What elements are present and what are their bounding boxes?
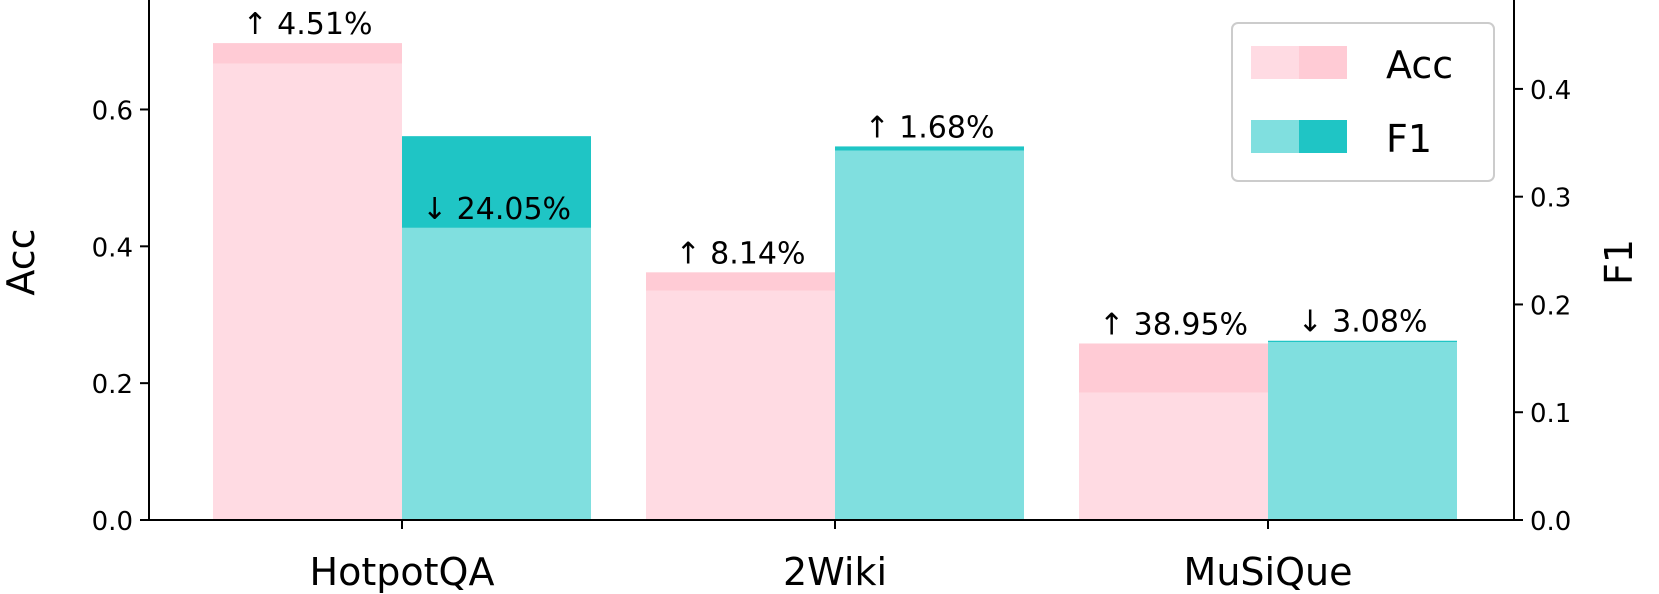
left-tick-label: 0.4	[92, 233, 133, 263]
x-tick-label-hotpotqa: HotpotQA	[310, 550, 495, 594]
bar-label-acc-hotpotqa: ↑ 4.51%	[243, 7, 373, 42]
bar-f1-musique-delta	[1268, 340, 1457, 343]
legend: Acc F1	[1231, 22, 1495, 182]
x-tick-label-musique: MuSiQue	[1184, 550, 1353, 594]
bar-label-acc-2wiki: ↑ 8.14%	[676, 236, 806, 271]
bar-f1-2wiki-base	[835, 150, 1024, 521]
left-tick-label: 0.2	[92, 370, 133, 400]
right-tick-label: 0.4	[1530, 76, 1571, 106]
bar-labels-group: ↑ 4.51% ↓ 24.05% ↑ 8.14% ↑ 1.68% ↑ 38.95% ↓ 3…	[243, 7, 1428, 342]
bar-acc-musique-base	[1079, 392, 1268, 520]
left-axis-ticks: 0.0 0.2 0.4 0.6	[92, 96, 149, 537]
bar-label-f1-hotpotqa: ↓ 24.05%	[422, 192, 571, 227]
bar-acc-hotpotqa-base	[213, 63, 402, 520]
right-tick-label: 0.1	[1530, 399, 1571, 429]
legend-swatch-f1-delta	[1299, 120, 1347, 153]
x-axis-ticks: HotpotQA 2Wiki MuSiQue	[310, 520, 1353, 594]
bar-label-acc-musique: ↑ 38.95%	[1099, 307, 1248, 342]
bar-acc-musique-delta	[1079, 343, 1268, 393]
bar-f1-hotpotqa-delta	[402, 136, 591, 228]
legend-label-f1: F1	[1386, 117, 1432, 161]
right-axis-ticks: 0.0 0.1 0.2 0.3 0.4	[1514, 76, 1571, 537]
bar-acc-2wiki-delta	[646, 272, 835, 291]
bars-group	[213, 43, 1457, 521]
right-tick-label: 0.3	[1530, 184, 1571, 214]
legend-swatch-acc-base	[1251, 46, 1299, 79]
bar-label-f1-2wiki: ↑ 1.68%	[865, 110, 995, 145]
legend-label-acc: Acc	[1386, 43, 1453, 87]
axes-frame	[148, 0, 1515, 521]
x-tick-label-2wiki: 2Wiki	[783, 550, 887, 594]
bar-f1-2wiki-delta	[835, 146, 1024, 151]
legend-swatch-f1-base	[1251, 120, 1299, 153]
left-tick-label: 0.6	[92, 96, 133, 126]
legend-swatch-acc-delta	[1299, 46, 1347, 79]
bar-f1-hotpotqa-base	[402, 227, 591, 520]
bar-acc-hotpotqa-delta	[213, 43, 402, 64]
bar-acc-2wiki-base	[646, 290, 835, 520]
bar-f1-musique-base	[1268, 342, 1457, 520]
right-tick-label: 0.2	[1530, 291, 1571, 321]
bar-label-f1-musique: ↓ 3.08%	[1298, 305, 1428, 340]
right-tick-label: 0.0	[1530, 507, 1571, 537]
right-axis-title: F1	[1597, 239, 1641, 285]
left-tick-label: 0.0	[92, 507, 133, 537]
left-axis-title: Acc	[0, 228, 43, 295]
